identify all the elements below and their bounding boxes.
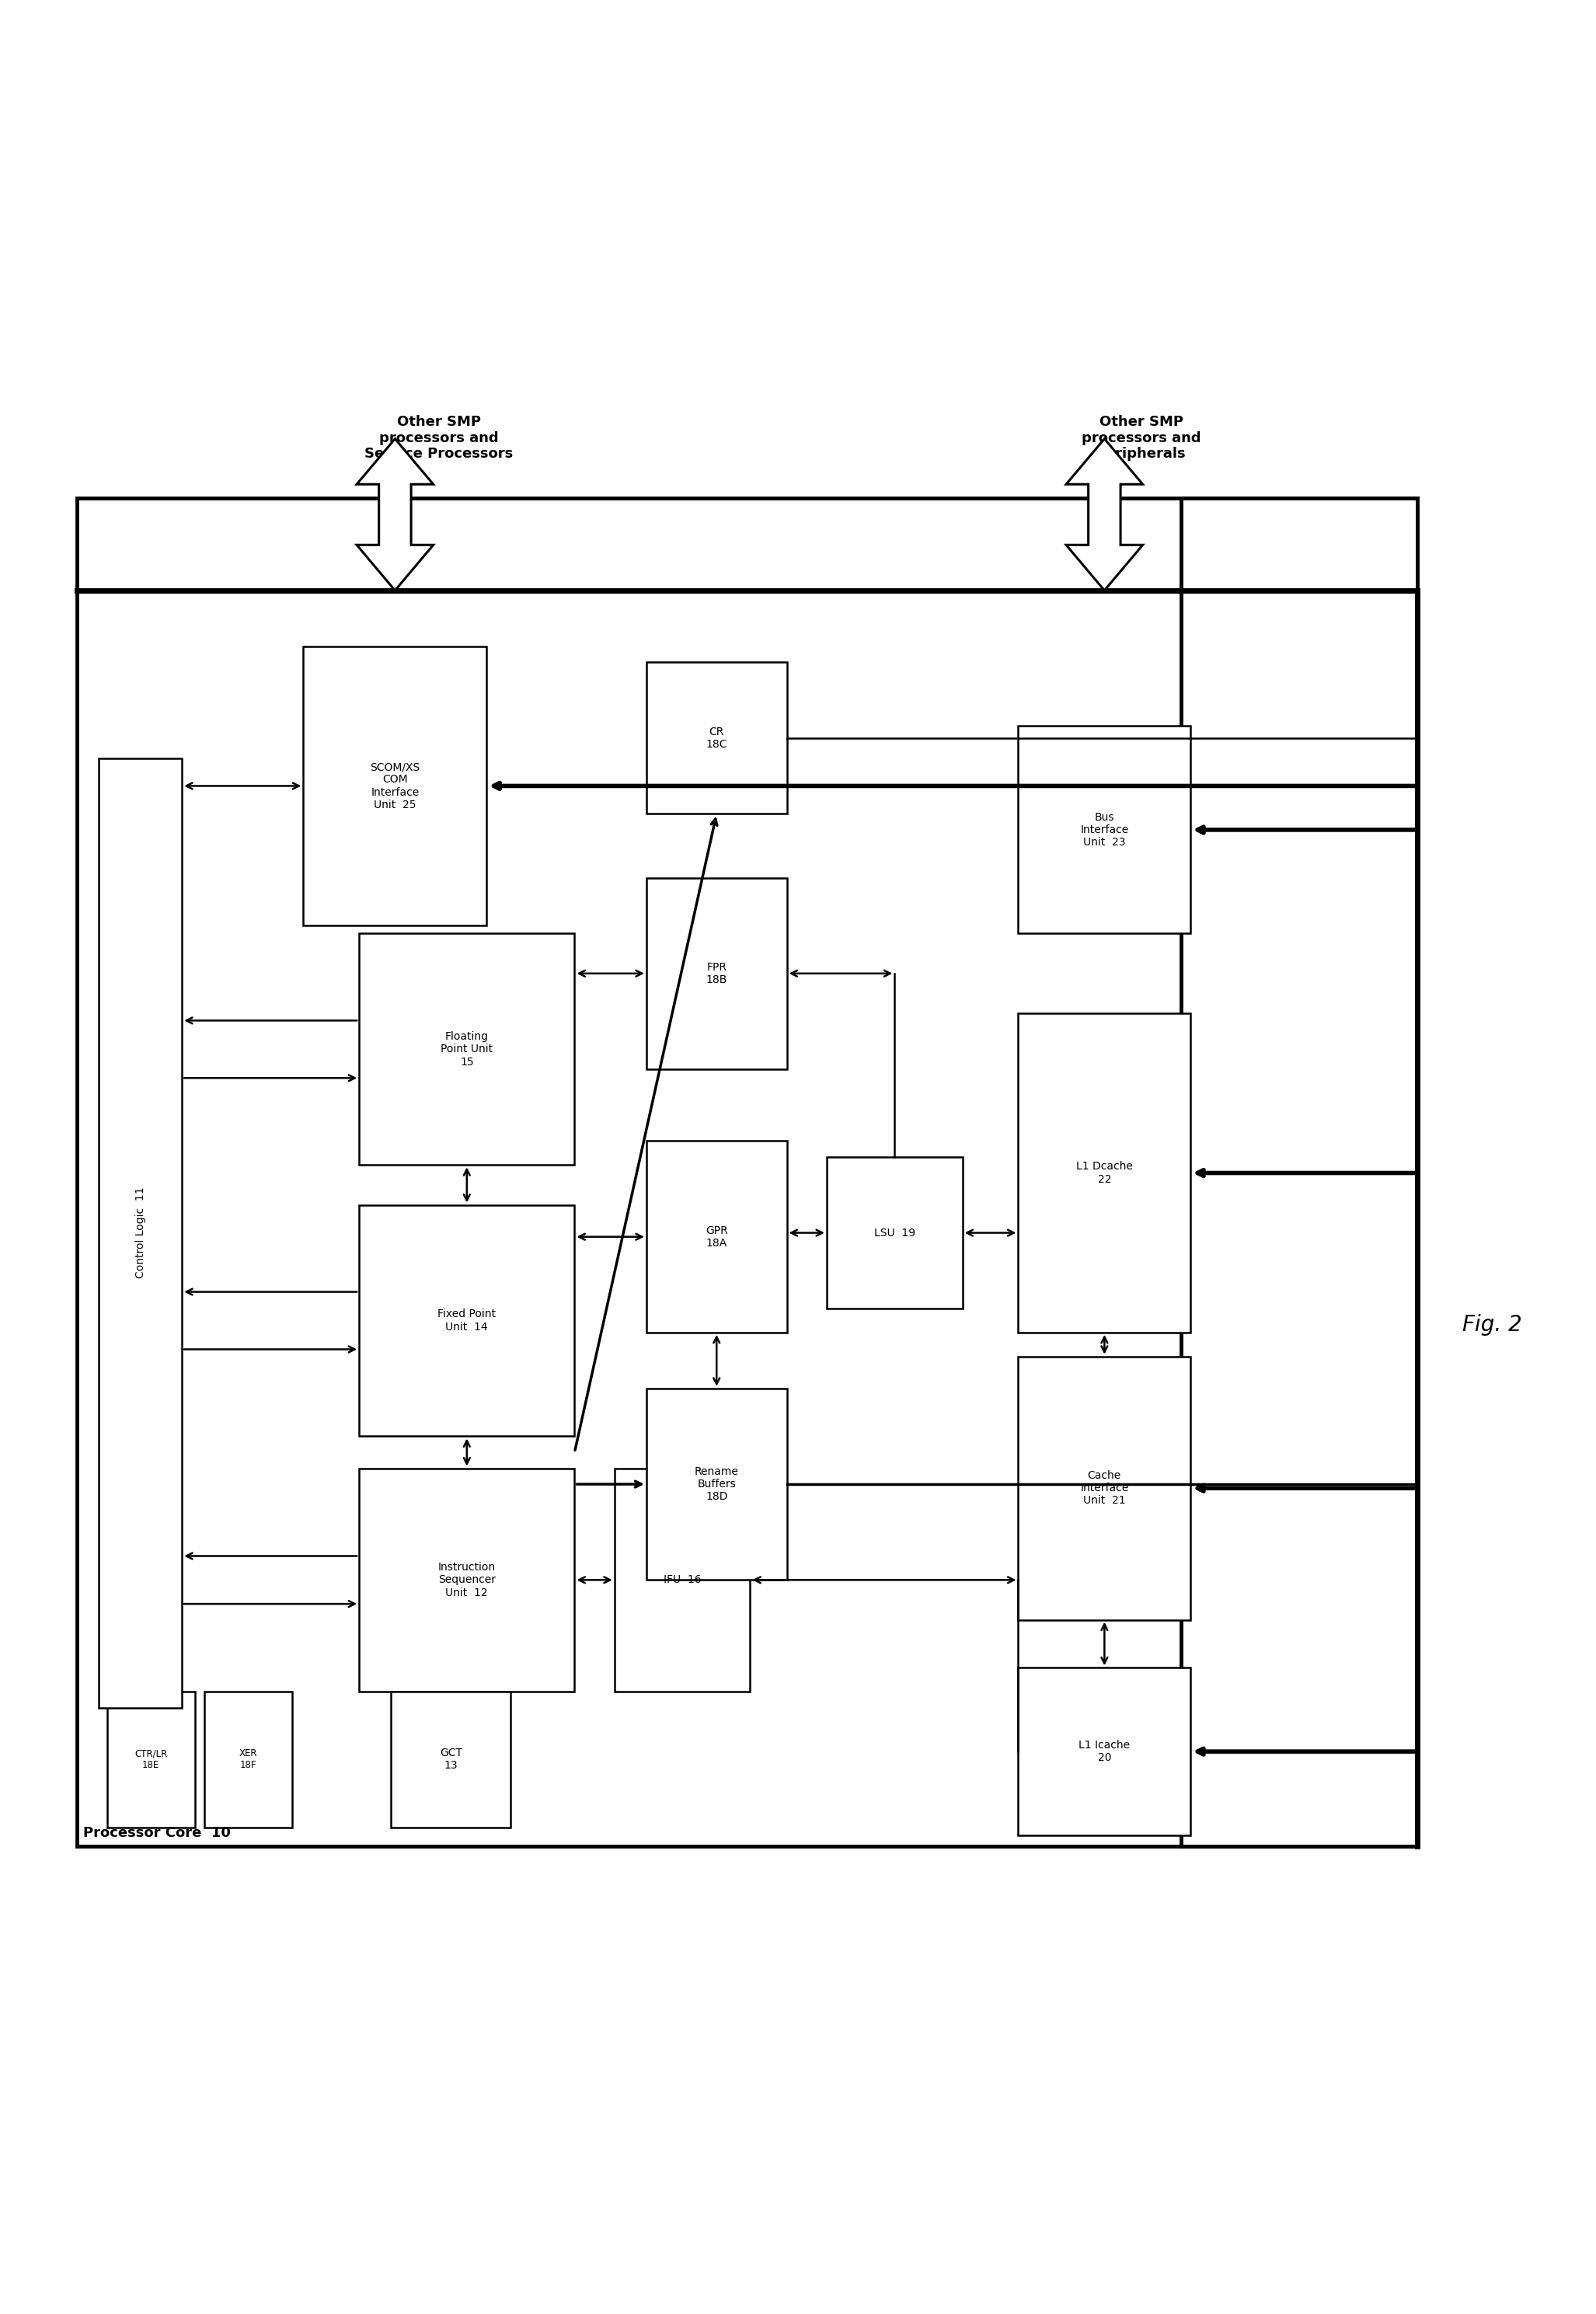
FancyBboxPatch shape xyxy=(1018,1356,1191,1620)
Text: Processor Core  10: Processor Core 10 xyxy=(83,1826,230,1840)
FancyBboxPatch shape xyxy=(359,1206,575,1437)
Text: LSU  19: LSU 19 xyxy=(875,1226,915,1238)
FancyBboxPatch shape xyxy=(646,877,787,1069)
FancyBboxPatch shape xyxy=(359,933,575,1164)
FancyBboxPatch shape xyxy=(646,1388,787,1580)
FancyBboxPatch shape xyxy=(1018,1014,1191,1333)
Text: CTR/LR
18E: CTR/LR 18E xyxy=(134,1749,168,1770)
FancyBboxPatch shape xyxy=(827,1157,962,1310)
Text: CR
18C: CR 18C xyxy=(705,727,728,750)
Text: Control Logic  11: Control Logic 11 xyxy=(136,1187,145,1280)
Text: FPR
18B: FPR 18B xyxy=(705,963,728,986)
FancyBboxPatch shape xyxy=(1018,727,1191,933)
Text: GPR
18A: GPR 18A xyxy=(705,1224,728,1250)
FancyBboxPatch shape xyxy=(1181,498,1417,1847)
FancyBboxPatch shape xyxy=(303,646,487,926)
Text: Floating
Point Unit
15: Floating Point Unit 15 xyxy=(440,1032,493,1067)
Text: Other SMP
processors and
Service Processors: Other SMP processors and Service Process… xyxy=(364,414,514,460)
Text: Bus
Interface
Unit  23: Bus Interface Unit 23 xyxy=(1080,812,1128,847)
Text: IFU  16: IFU 16 xyxy=(664,1574,701,1585)
FancyBboxPatch shape xyxy=(107,1692,195,1828)
Polygon shape xyxy=(1066,440,1143,590)
FancyBboxPatch shape xyxy=(391,1692,511,1828)
FancyBboxPatch shape xyxy=(99,759,182,1708)
FancyBboxPatch shape xyxy=(1018,1668,1191,1835)
Text: XER
18F: XER 18F xyxy=(239,1749,257,1770)
FancyBboxPatch shape xyxy=(77,498,1417,1847)
Text: L1 Dcache
22: L1 Dcache 22 xyxy=(1076,1162,1133,1185)
Text: GCT
13: GCT 13 xyxy=(439,1747,463,1770)
Text: Cache
Interface
Unit  21: Cache Interface Unit 21 xyxy=(1080,1469,1128,1506)
Text: SCOM/XS
COM
Interface
Unit  25: SCOM/XS COM Interface Unit 25 xyxy=(370,761,420,810)
Text: Fig. 2: Fig. 2 xyxy=(1462,1314,1523,1335)
Text: Other SMP
processors and
peripherals: Other SMP processors and peripherals xyxy=(1082,414,1200,460)
FancyBboxPatch shape xyxy=(204,1692,292,1828)
Text: Rename
Buffers
18D: Rename Buffers 18D xyxy=(694,1467,739,1502)
Text: L1 Icache
20: L1 Icache 20 xyxy=(1079,1740,1130,1763)
Text: Fixed Point
Unit  14: Fixed Point Unit 14 xyxy=(437,1310,496,1333)
FancyBboxPatch shape xyxy=(359,1467,575,1692)
Polygon shape xyxy=(356,440,433,590)
Text: Instruction
Sequencer
Unit  12: Instruction Sequencer Unit 12 xyxy=(437,1562,496,1599)
FancyBboxPatch shape xyxy=(646,1141,787,1333)
FancyBboxPatch shape xyxy=(646,662,787,815)
FancyBboxPatch shape xyxy=(614,1467,750,1692)
